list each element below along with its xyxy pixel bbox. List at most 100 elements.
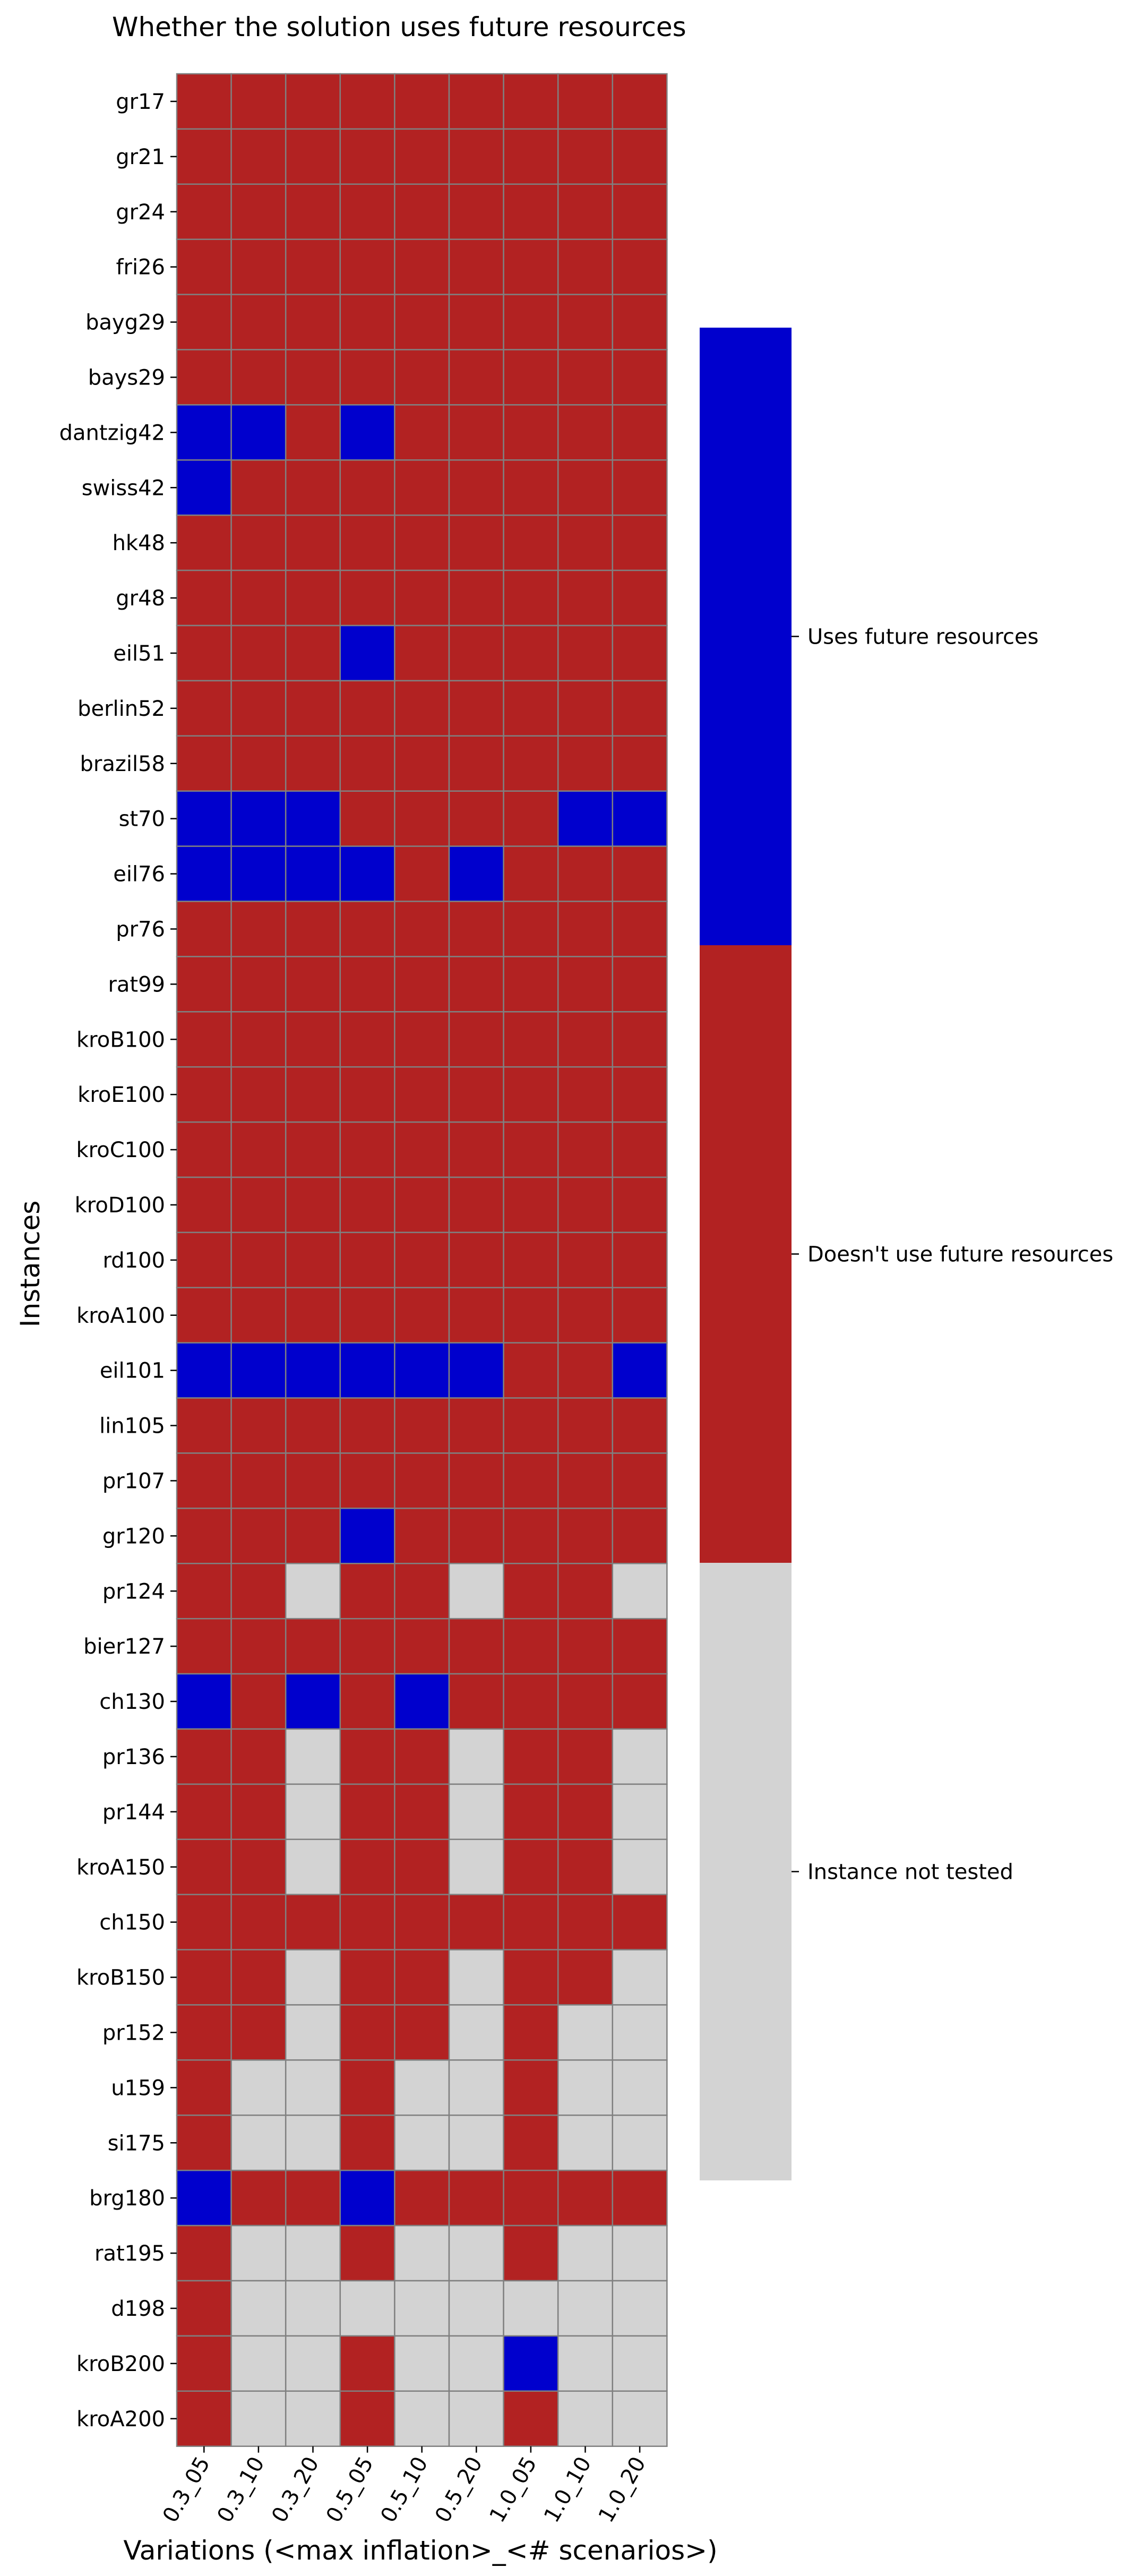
heatmap-cell: [176, 1176, 232, 1234]
heatmap-cell: [394, 1397, 450, 1454]
heatmap-cell: [612, 680, 668, 737]
heatmap-cell: [448, 1728, 504, 1785]
heatmap-cell: [176, 569, 232, 627]
heatmap-cell: [557, 1452, 614, 1509]
y-tick-label: dantzig42: [59, 421, 165, 445]
heatmap-cell: [285, 73, 341, 130]
heatmap-cell: [285, 1783, 341, 1841]
heatmap-cell: [612, 1342, 668, 1399]
y-tick-label: pr107: [102, 1469, 165, 1493]
heatmap-cell: [339, 1121, 395, 1178]
y-tick-label: swiss42: [82, 476, 165, 500]
heatmap-cell: [557, 1894, 614, 1950]
heatmap-cell: [230, 1949, 287, 2006]
heatmap-cell: [394, 1508, 450, 1564]
heatmap-cell: [557, 569, 614, 627]
heatmap-cell: [176, 2224, 232, 2282]
heatmap-cell: [339, 1783, 395, 1841]
heatmap-cell: [230, 680, 287, 737]
heatmap-cell: [448, 680, 504, 737]
heatmap-cell: [339, 790, 395, 847]
y-tick-label: gr17: [116, 90, 165, 114]
heatmap-cell: [339, 1563, 395, 1620]
heatmap-cell: [503, 183, 559, 240]
heatmap-cell: [230, 1121, 287, 1178]
heatmap-cell: [557, 2004, 614, 2061]
heatmap-cell: [557, 128, 614, 185]
heatmap-cell: [557, 1949, 614, 2006]
x-tick-label: 0.5_05: [322, 2453, 379, 2527]
heatmap-cell: [448, 1342, 504, 1399]
y-tick-label: gr21: [116, 145, 165, 169]
y-tick-label: rat99: [108, 972, 165, 997]
heatmap-cell: [557, 956, 614, 1013]
x-tick-label: 0.5_10: [376, 2453, 433, 2527]
heatmap-cell: [448, 1231, 504, 1289]
heatmap-cell: [339, 901, 395, 957]
heatmap-cell: [176, 735, 232, 792]
y-tick-label: pr152: [102, 2021, 165, 2045]
heatmap-cell: [176, 1342, 232, 1399]
heatmap-cell: [230, 845, 287, 902]
colorbar-segment: [700, 1563, 792, 2180]
x-tick-label: 0.3_05: [158, 2453, 215, 2527]
heatmap-cell: [612, 1231, 668, 1289]
heatmap-cell: [448, 901, 504, 957]
heatmap-cell: [612, 1121, 668, 1178]
heatmap-cell: [230, 1728, 287, 1785]
heatmap-cell: [230, 238, 287, 295]
heatmap-cell: [339, 1397, 395, 1454]
colorbar-segment: [700, 945, 792, 1563]
y-tick-label: gr120: [102, 1524, 165, 1548]
heatmap-cell: [448, 1287, 504, 1343]
heatmap-cell: [339, 735, 395, 792]
heatmap-cell: [339, 1011, 395, 1068]
heatmap-cell: [176, 1452, 232, 1509]
heatmap-cell: [503, 2335, 559, 2392]
heatmap-cell: [285, 1452, 341, 1509]
heatmap-cell: [612, 2169, 668, 2227]
heatmap-cell: [394, 1176, 450, 1234]
heatmap-cell: [448, 73, 504, 130]
heatmap-cell: [557, 790, 614, 847]
heatmap-cell: [448, 1066, 504, 1123]
heatmap-cell: [339, 624, 395, 682]
heatmap-cell: [448, 128, 504, 185]
y-tick-label: rat195: [94, 2241, 165, 2266]
heatmap-cell: [176, 514, 232, 571]
heatmap-cell: [339, 845, 395, 902]
y-tick-label: eil101: [100, 1359, 165, 1383]
heatmap-cell: [339, 1894, 395, 1950]
heatmap-cell: [503, 735, 559, 792]
heatmap-cell: [557, 1397, 614, 1454]
heatmap-cell: [285, 294, 341, 350]
y-tick-label: berlin52: [78, 697, 165, 721]
heatmap-cell: [394, 1563, 450, 1620]
heatmap-cell: [503, 569, 559, 627]
heatmap-cell: [612, 901, 668, 957]
heatmap-cell: [285, 128, 341, 185]
heatmap-cell: [176, 624, 232, 682]
heatmap-cell: [503, 624, 559, 682]
y-tick-label: kroB150: [76, 1966, 165, 1990]
heatmap-cell: [448, 238, 504, 295]
heatmap-cell: [612, 1287, 668, 1343]
heatmap-cell: [339, 1066, 395, 1123]
heatmap-cell: [394, 73, 450, 130]
heatmap-cell: [285, 1838, 341, 1895]
heatmap-cell: [503, 1176, 559, 1234]
heatmap-cell: [176, 2169, 232, 2227]
heatmap-cell: [448, 2169, 504, 2227]
heatmap-cell: [176, 2059, 232, 2116]
heatmap-cell: [448, 1452, 504, 1509]
y-axis-label: Instances: [15, 1201, 46, 1328]
heatmap-cell: [503, 1949, 559, 2006]
heatmap-cell: [503, 1066, 559, 1123]
heatmap-cell: [503, 1121, 559, 1178]
y-tick-label: u159: [111, 2076, 165, 2100]
heatmap-cell: [557, 404, 614, 461]
heatmap-cell: [503, 2224, 559, 2282]
y-tick-label: gr48: [116, 586, 165, 611]
x-tick-label: 1.0_20: [594, 2453, 651, 2527]
heatmap-cell: [339, 1728, 395, 1785]
